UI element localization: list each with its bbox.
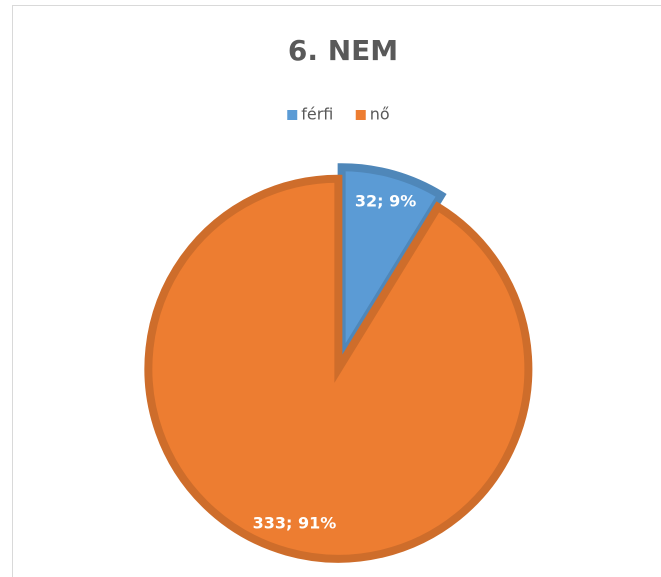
legend-label: nő: [370, 105, 390, 124]
legend-label: férfi: [301, 105, 333, 124]
pie-slice: [144, 174, 533, 563]
data-label: 333; 91%: [253, 514, 337, 533]
legend-swatch: [355, 110, 366, 120]
pie-slice: [337, 163, 447, 372]
chart-title: 6. NEM: [288, 34, 398, 67]
data-label: 32; 9%: [355, 191, 416, 210]
legend-swatch: [287, 110, 298, 120]
